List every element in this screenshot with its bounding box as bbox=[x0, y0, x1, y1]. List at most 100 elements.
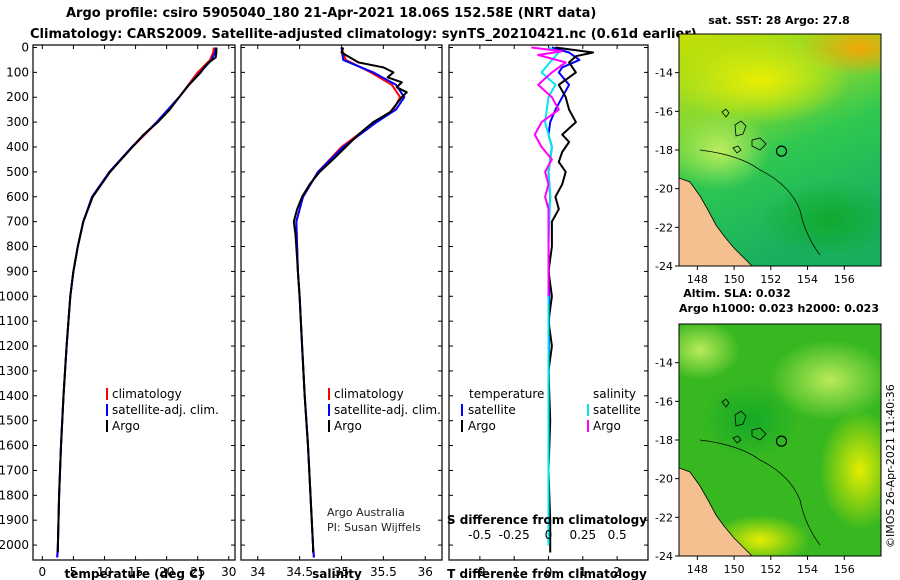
x-tick-label: 34 bbox=[250, 565, 265, 579]
difference-lines bbox=[531, 46, 595, 553]
reef-outline bbox=[699, 439, 821, 546]
sla-yellow-patch bbox=[820, 410, 881, 530]
s-difference-label: S difference from climatology bbox=[447, 513, 647, 527]
lon-tick-label: 156 bbox=[834, 563, 855, 576]
sst-map-title: sat. SST: 28 Argo: 27.8 bbox=[708, 14, 850, 27]
credit-argo-australia: Argo Australia bbox=[327, 506, 405, 519]
land-queensland bbox=[679, 178, 752, 266]
legend-head-salinity: salinity bbox=[593, 387, 636, 401]
legend-mark-t-satellite bbox=[461, 404, 463, 416]
legend-argo: Argo bbox=[112, 419, 140, 433]
depth-tick-label: 0 bbox=[21, 40, 29, 54]
lon-tick-label: 150 bbox=[724, 563, 745, 576]
legend-satellite: satellite-adj. clim. bbox=[112, 403, 219, 417]
title-line-1: Argo profile: csiro 5905040_180 21-Apr-2… bbox=[66, 6, 597, 21]
legend-mark-argo bbox=[328, 420, 330, 432]
series-line-s-argo bbox=[531, 46, 567, 297]
lat-tick-label: -18 bbox=[655, 144, 673, 157]
salinity-axes-box bbox=[240, 44, 443, 561]
sla-map-subtitle: Argo h1000: 0.023 h2000: 0.023 bbox=[679, 302, 879, 315]
depth-tick-label: 1600 bbox=[0, 439, 29, 453]
depth-tick-label: 1000 bbox=[0, 289, 29, 303]
lat-tick-label: -20 bbox=[655, 473, 673, 486]
depth-tick-label: 600 bbox=[6, 190, 29, 204]
x-tick-label: 35 bbox=[334, 565, 349, 579]
lon-tick-label: 152 bbox=[760, 273, 781, 286]
sla-map-ticks: -14 -16 -18 -20 -22 -24 148 150 152 154 156 bbox=[655, 357, 855, 576]
depth-tick-label: 1900 bbox=[0, 513, 29, 527]
lat-tick-label: -16 bbox=[655, 395, 673, 408]
land-queensland bbox=[679, 468, 752, 556]
argo-position-marker bbox=[775, 145, 788, 157]
lon-tick-label: 148 bbox=[687, 563, 708, 576]
s-tick-label: -0.5 bbox=[468, 528, 491, 542]
sst-dark-patch bbox=[760, 180, 881, 260]
x-tick-label: 0 bbox=[545, 565, 553, 579]
s-tick-label: 0 bbox=[545, 528, 553, 542]
lon-tick-label: 148 bbox=[687, 273, 708, 286]
legend-mark-argo bbox=[106, 420, 108, 432]
x-tick-label: 10 bbox=[97, 565, 112, 579]
lat-tick-label: -22 bbox=[655, 221, 673, 234]
legend-argo: Argo bbox=[334, 419, 362, 433]
lat-tick-label: -24 bbox=[655, 550, 673, 563]
coastline bbox=[679, 177, 753, 266]
argo-position-marker bbox=[775, 435, 788, 447]
lon-tick-label: 152 bbox=[760, 563, 781, 576]
s-tick-label: 0.25 bbox=[569, 528, 596, 542]
legend-t-satellite: satellite bbox=[468, 403, 516, 417]
legend-satellite: satellite-adj. clim. bbox=[334, 403, 441, 417]
reef-outline bbox=[699, 149, 821, 256]
temperature-axes-box bbox=[32, 44, 236, 561]
difference-legend: temperature salinity satellite Argo sate… bbox=[461, 387, 641, 433]
sst-light-patch bbox=[679, 110, 770, 190]
lon-tick-label: 154 bbox=[797, 563, 818, 576]
x-tick-label: 15 bbox=[128, 565, 143, 579]
lat-tick-label: -20 bbox=[655, 183, 673, 196]
coastline bbox=[679, 467, 753, 556]
sla-map-title: Altim. SLA: 0.032 bbox=[683, 287, 790, 300]
x-tick-label: 20 bbox=[159, 565, 174, 579]
lat-tick-label: -14 bbox=[655, 67, 673, 80]
series-line-argo bbox=[56, 47, 218, 553]
legend-head-temperature: temperature bbox=[469, 387, 544, 401]
depth-tick-label: 1200 bbox=[0, 339, 29, 353]
title-line-2: Climatology: CARS2009. Satellite-adjuste… bbox=[30, 27, 697, 42]
salinity-legend: climatology satellite-adj. clim. Argo bbox=[328, 387, 441, 433]
sst-map: sat. SST: 28 Argo: 27.8 -14-16-18-20-22-… bbox=[655, 14, 882, 286]
difference-ticks: -2 -1 0 1 2 bbox=[449, 45, 648, 579]
salinity-xlabel: salinity bbox=[312, 567, 362, 580]
imos-credit: ©IMOS 26-Apr-2021 11:40:36 bbox=[884, 384, 897, 548]
sst-map-ticks: -14 -16 -18 -20 -22 -24 148 150 152 154 156 bbox=[655, 67, 855, 286]
series-line-t-argo bbox=[547, 46, 595, 553]
depth-tick-label: 100 bbox=[6, 65, 29, 79]
reef-patches bbox=[721, 398, 767, 444]
depth-tick-label: 300 bbox=[6, 115, 29, 129]
reef-patches bbox=[721, 108, 767, 154]
salinity-ticks: 34 34.5 35 35.5 36 bbox=[241, 45, 442, 579]
lat-tick-label: -14 bbox=[655, 357, 673, 370]
depth-tick-label: 900 bbox=[6, 264, 29, 278]
t-difference-xlabel: T difference from climatology bbox=[447, 567, 647, 580]
temperature-xlabel: temperature (deg C) bbox=[65, 567, 204, 580]
legend-t-argo: Argo bbox=[468, 419, 496, 433]
depth-tick-label: 1700 bbox=[0, 463, 29, 477]
x-tick-label: -2 bbox=[474, 565, 486, 579]
s-tick-label: 0.5 bbox=[608, 528, 627, 542]
sla-dark-patch bbox=[700, 380, 800, 460]
legend-mark-satellite bbox=[106, 404, 108, 416]
s-tick-label: -0.25 bbox=[499, 528, 530, 542]
temperature-panel: 0100200300400500600700800900100011001200… bbox=[0, 40, 236, 580]
depth-tick-label: 1100 bbox=[0, 314, 29, 328]
x-tick-label: 35.5 bbox=[370, 565, 397, 579]
temperature-lines bbox=[56, 47, 218, 558]
lat-tick-label: -16 bbox=[655, 105, 673, 118]
lat-tick-label: -22 bbox=[655, 511, 673, 524]
legend-climatology: climatology bbox=[334, 387, 404, 401]
lon-tick-label: 156 bbox=[834, 273, 855, 286]
x-tick-label: 30 bbox=[221, 565, 236, 579]
legend-s-satellite: satellite bbox=[593, 403, 641, 417]
s-difference-tick-labels: -0.5 -0.25 0 0.25 0.5 bbox=[468, 528, 626, 542]
sla-light-patch bbox=[770, 340, 881, 420]
